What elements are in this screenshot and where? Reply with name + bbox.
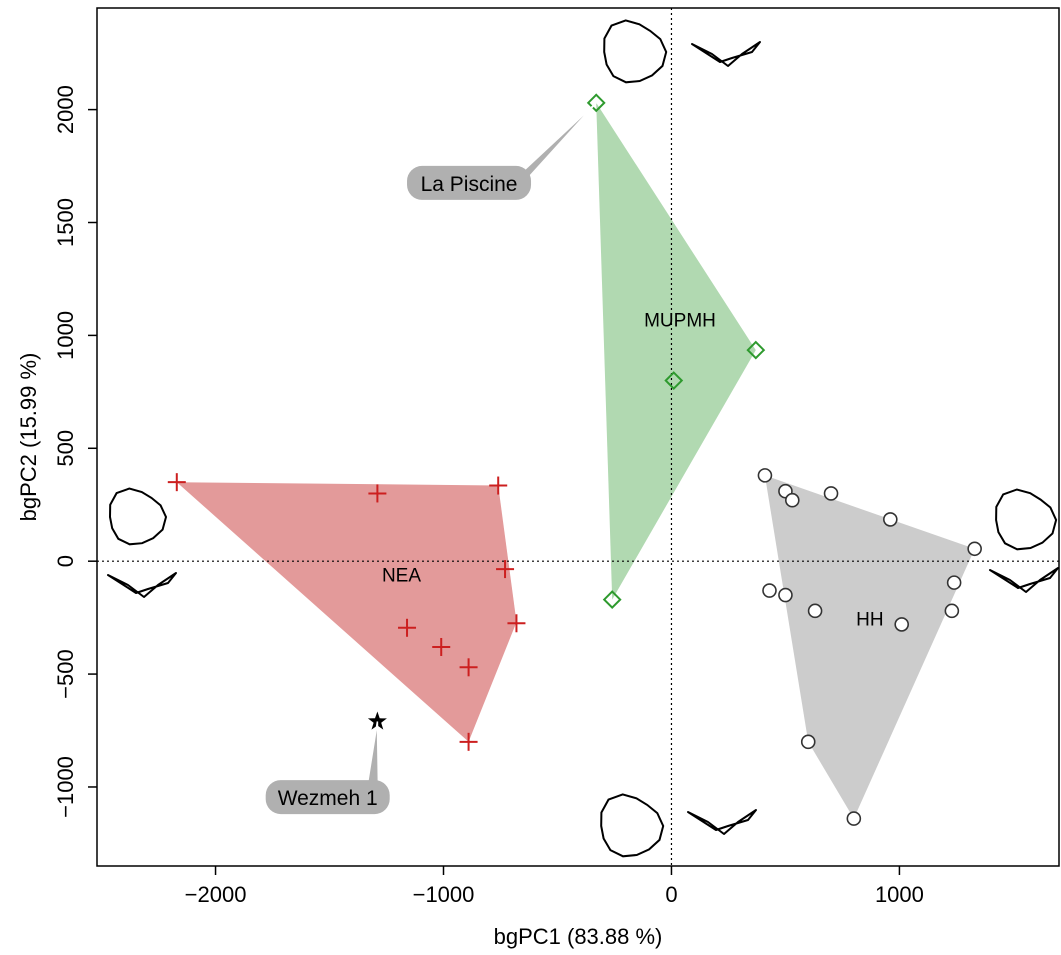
nea-point-6 [398, 618, 417, 637]
outline-top-shape [603, 19, 668, 84]
hh-point-8 [762, 583, 777, 598]
reference-lines [97, 8, 1059, 866]
hull-nea [176, 482, 517, 742]
mupmh-point-1 [586, 93, 606, 113]
group-labels: NEA MUPMH HH [382, 310, 884, 630]
hh-point-11 [894, 617, 910, 632]
x-axis-title: bgPC1 (83.88 %) [494, 924, 663, 949]
outline-left-shape [108, 487, 168, 546]
y-axis-title: bgPC2 (15.99 %) [16, 353, 41, 522]
hh-point-4 [823, 486, 839, 501]
y-tick-label-1500: 1500 [53, 198, 78, 247]
nea-point-1 [167, 473, 186, 492]
outline-bottom-profile [687, 809, 757, 835]
nea-point-2 [368, 484, 387, 503]
data-points [167, 93, 982, 826]
outline-left-profile [107, 572, 177, 598]
group-hulls [176, 102, 975, 819]
nea-point-3 [489, 476, 508, 495]
hh-point-1 [757, 468, 773, 483]
group-label-mupmh: MUPMH [644, 310, 716, 331]
outline-bottom-shape [600, 793, 665, 858]
hh-point-10 [807, 603, 823, 619]
hh-point-3 [784, 492, 800, 508]
nea-point-9 [459, 732, 478, 751]
callout-text: Wezmeh 1 [278, 787, 378, 810]
group-label-nea: NEA [382, 566, 421, 587]
hh-point-6 [967, 541, 982, 557]
mupmh-point-4 [602, 590, 622, 609]
shape-outline-glyphs [107, 19, 1059, 858]
y-tick-label-1000: 1000 [53, 311, 78, 360]
hh-point-7 [946, 575, 962, 590]
mupmh-point-3 [664, 371, 684, 390]
hull-hh [764, 475, 975, 819]
nea-point-4 [496, 560, 515, 579]
x-tick-label-0: 0 [665, 882, 677, 907]
nea-point-5 [507, 614, 526, 633]
hh-point-14 [846, 811, 862, 826]
outline-right-shape [995, 488, 1058, 551]
outline-right-profile [989, 567, 1059, 593]
x-tick-label-1000: 1000 [875, 882, 924, 907]
mupmh-point-2 [746, 340, 766, 360]
callout-text: La Piscine [421, 173, 518, 196]
axes: −2000 −1000 0 1000 −1000 −500 0 500 1000 1500 2000 [53, 85, 924, 907]
hh-point-5 [883, 512, 898, 527]
nea-point-7 [432, 637, 451, 656]
y-tick-label--500: −500 [53, 649, 78, 699]
hh-point-9 [778, 587, 793, 603]
y-tick-label-0: 0 [53, 555, 78, 567]
hh-point-13 [800, 734, 816, 750]
y-tick-label-500: 500 [53, 430, 78, 467]
plot-frame [96, 7, 1060, 867]
callout-box [265, 780, 390, 815]
callout-2: Wezmeh 1 [265, 721, 390, 815]
outline-top-profile [691, 41, 761, 67]
callout-box [407, 165, 532, 200]
group-label-hh: HH [856, 610, 883, 631]
callout-annotations: La Piscine Wezmeh 1 [265, 102, 597, 815]
y-tick-label--1000: −1000 [53, 756, 78, 818]
hull-mupmh [596, 102, 756, 600]
x-tick-label--2000: −2000 [185, 882, 247, 907]
nea-point-8 [459, 658, 478, 677]
hh-point-12 [944, 603, 960, 619]
y-tick-label-2000: 2000 [53, 85, 78, 134]
star-point-wezmeh-1 [367, 711, 387, 730]
x-tick-label--1000: −1000 [413, 882, 475, 907]
callout-1: La Piscine [407, 102, 597, 200]
